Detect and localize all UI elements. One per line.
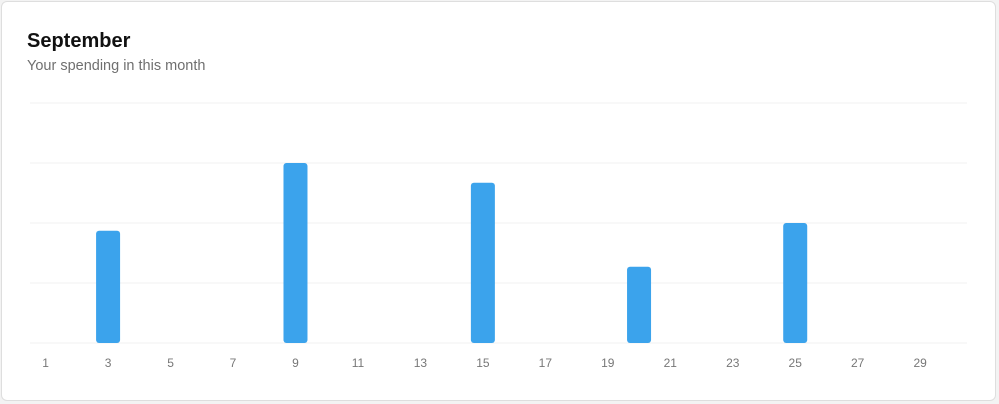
- bar-day-20: [627, 266, 652, 343]
- x-tick-label: 7: [230, 356, 237, 370]
- bar-day-25: [783, 223, 808, 343]
- chart-title: September: [27, 30, 131, 52]
- x-tick-label: 15: [476, 356, 490, 370]
- x-tick-label: 11: [352, 356, 365, 370]
- x-tick-label: 29: [913, 356, 927, 370]
- x-tick-label: 27: [851, 356, 865, 370]
- x-tick-label: 25: [789, 356, 803, 370]
- x-tick-label: 17: [539, 356, 553, 370]
- x-tick-label: 23: [726, 356, 740, 370]
- bar-day-3: [96, 230, 121, 343]
- bar-day-9: [283, 163, 308, 343]
- chart-subtitle: Your spending in this month: [27, 58, 206, 74]
- x-tick-label: 13: [414, 356, 428, 370]
- x-tick-label: 5: [167, 356, 174, 370]
- x-tick-label: 3: [105, 356, 112, 370]
- x-tick-label: 9: [292, 356, 299, 370]
- x-tick-label: 19: [601, 356, 615, 370]
- bar-day-15: [470, 182, 495, 343]
- x-tick-label: 21: [664, 356, 678, 370]
- x-tick-label: 1: [42, 356, 49, 370]
